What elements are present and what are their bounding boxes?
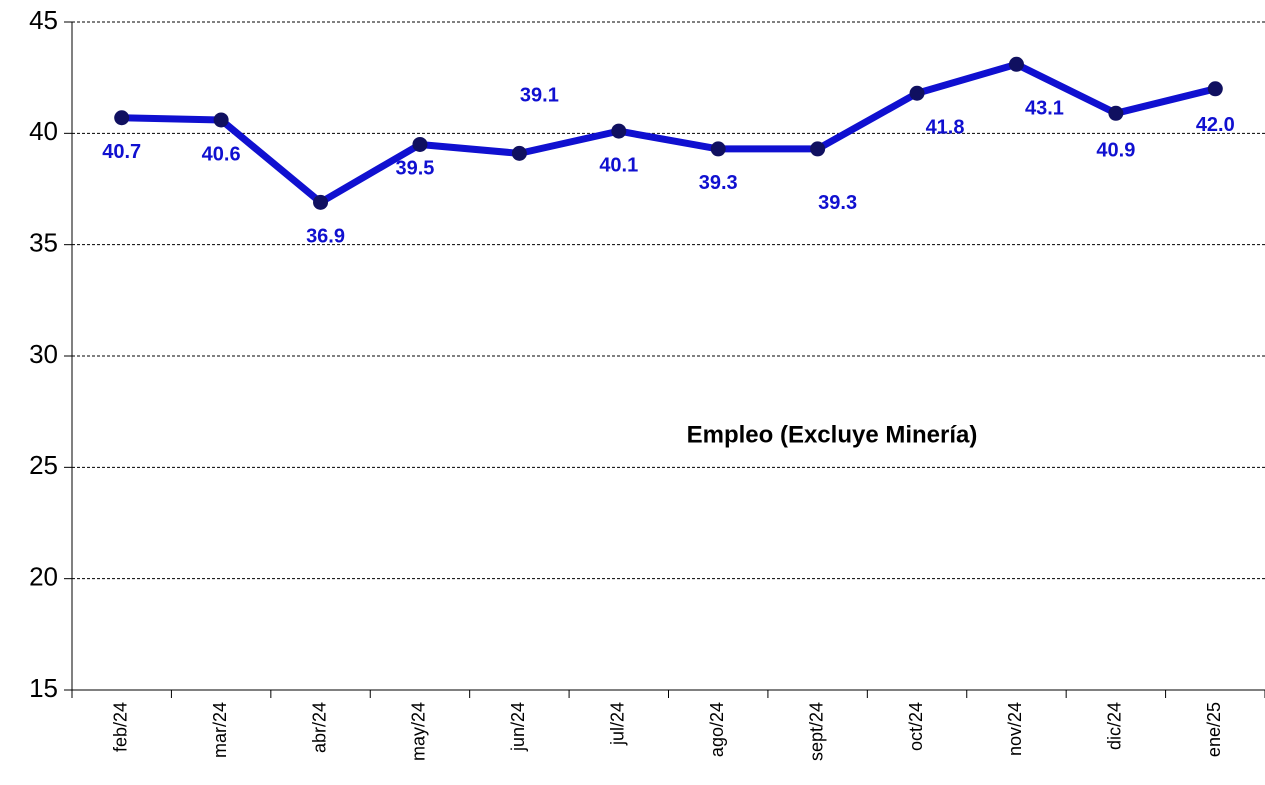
data-label: 40.9 [1096,140,1135,162]
data-label: 39.3 [699,172,738,194]
data-label: 36.9 [306,226,345,248]
y-tick-label: 30 [29,339,58,369]
point [611,123,627,139]
x-tick-label: jul/24 [608,702,628,746]
x-tick-label: abr/24 [309,702,329,753]
x-tick-label: dic/24 [1105,702,1125,750]
data-label: 39.3 [818,192,857,214]
point [1207,81,1223,97]
data-label: 39.1 [520,85,559,107]
x-tick-label: feb/24 [110,702,130,752]
data-label: 40.7 [102,141,141,163]
data-label: 41.8 [926,117,965,139]
point [810,141,826,157]
data-label: 43.1 [1025,98,1064,120]
line [121,60,1217,206]
data-label: 40.1 [599,154,638,176]
y-tick-label: 15 [29,673,58,703]
x-tick-label: oct/24 [906,702,926,751]
y-tick-label: 35 [29,228,58,258]
point [412,136,428,152]
y-tick-label: 20 [29,562,58,592]
point [909,85,925,101]
point [114,110,130,126]
x-tick-label: ago/24 [707,702,727,757]
x-tick-label: nov/24 [1005,702,1025,756]
y-tick-label: 45 [29,5,58,35]
data-label: 40.6 [202,143,241,165]
x-tick-label: may/24 [409,702,429,761]
chart-annotation: Empleo (Excluye Minería) [687,421,978,448]
x-tick-label: jun/24 [508,702,528,752]
y-tick-label: 25 [29,450,58,480]
data-label: 39.5 [395,158,434,180]
data-label: 42.0 [1196,114,1235,136]
x-tick-label: ene/25 [1204,702,1224,757]
point [313,194,329,210]
x-tick-label: mar/24 [210,702,230,758]
point [1008,56,1024,72]
y-tick-label: 40 [29,116,58,146]
point [710,141,726,157]
point [511,145,527,161]
point [213,112,229,128]
x-tick-label: sept/24 [806,702,826,761]
point [1108,105,1124,121]
